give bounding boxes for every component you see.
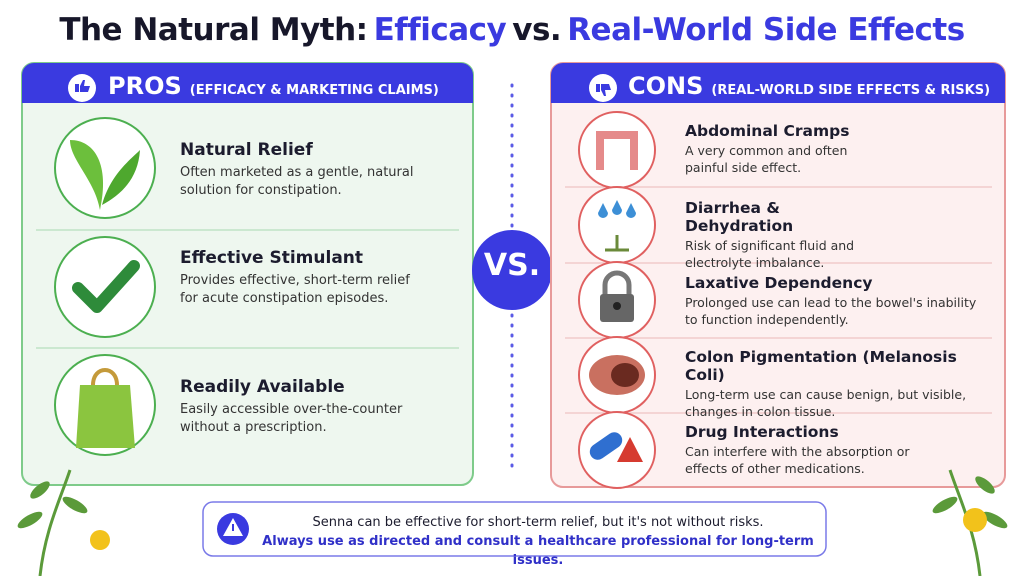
item-title: Laxative Dependency <box>685 274 873 292</box>
check-icon <box>54 236 156 338</box>
cons-heading: CONS <box>628 72 704 100</box>
pros-subheading: (EFFICACY & MARKETING CLAIMS) <box>189 83 439 98</box>
item-title: Natural Relief <box>180 140 313 160</box>
cons-item: Colon Pigmentation (Melanosis Coli) Long… <box>685 348 985 421</box>
title-part: Efficacy <box>373 12 507 48</box>
pros-item: Natural Relief Often marketed as a gentl… <box>180 140 450 200</box>
item-text: Prolonged use can lead to the bowel's in… <box>685 295 977 327</box>
cons-item: Drug Interactions Can interfere with the… <box>685 423 925 478</box>
item-text: Can interfere with the absorption or eff… <box>685 444 910 476</box>
title-part: The Natural Myth: <box>59 12 368 48</box>
plant-right <box>932 469 1008 576</box>
title-part: vs. <box>512 12 562 48</box>
footer-line: Senna can be effective for short-term re… <box>312 515 764 530</box>
vs-circle <box>472 230 552 310</box>
item-title: Effective Stimulant <box>180 248 364 268</box>
item-title: Abdominal Cramps <box>685 122 850 140</box>
pros-item: Readily Available Easily accessible over… <box>180 377 430 437</box>
item-text: Long-term use can cause benign, but visi… <box>685 387 967 419</box>
colon-icon <box>578 111 656 189</box>
cons-heading-row: CONS (REAL-WORLD SIDE EFFECTS & RISKS) <box>628 72 990 100</box>
item-text: Often marketed as a gentle, natural solu… <box>180 165 414 199</box>
vs-label: VS. <box>483 248 541 283</box>
item-text: Risk of significant fluid and electrolyt… <box>685 238 855 270</box>
item-title: Diarrhea & Dehydration <box>685 199 794 235</box>
pros-header <box>22 63 473 103</box>
item-title: Drug Interactions <box>685 423 839 441</box>
warning-mark <box>232 524 234 531</box>
title-part: Real-World Side Effects <box>567 12 965 48</box>
cons-item: Laxative Dependency Prolonged use can le… <box>685 274 985 329</box>
thumb-down-shape <box>596 84 611 96</box>
item-text: Easily accessible over-the-counter witho… <box>180 402 403 436</box>
item-title: Colon Pigmentation (Melanosis Coli) <box>685 348 957 384</box>
footer-line: Always use as directed and consult a hea… <box>262 533 814 568</box>
thumb-up-shape <box>75 80 90 92</box>
item-text: Provides effective, short-term relief fo… <box>180 273 410 307</box>
pros-heading-row: PROS (EFFICACY & MARKETING CLAIMS) <box>108 72 439 100</box>
tissue-icon <box>578 336 656 414</box>
bag-icon <box>54 354 156 456</box>
leaf-icon <box>54 117 156 219</box>
cons-item: Diarrhea & Dehydration Risk of significa… <box>685 199 885 272</box>
item-text: A very common and often painful side eff… <box>685 143 848 175</box>
item-title: Readily Available <box>180 377 345 397</box>
lock-icon <box>578 261 656 339</box>
plant-left <box>17 469 110 576</box>
dividers <box>565 186 992 414</box>
title: The Natural Myth: Efficacy vs. Real-World S… <box>0 12 1024 48</box>
pros-item: Effective Stimulant Provides effective, … <box>180 248 420 308</box>
footer-box <box>202 501 827 557</box>
cons-item: Abdominal Cramps A very common and often… <box>685 122 885 177</box>
cons-header <box>551 63 1005 103</box>
drops-icon <box>578 186 656 264</box>
pros-heading: PROS <box>108 72 182 100</box>
cons-subheading: (REAL-WORLD SIDE EFFECTS & RISKS) <box>711 83 991 98</box>
pills-icon <box>578 411 656 489</box>
footer-text: Senna can be effective for short-term re… <box>258 514 818 571</box>
